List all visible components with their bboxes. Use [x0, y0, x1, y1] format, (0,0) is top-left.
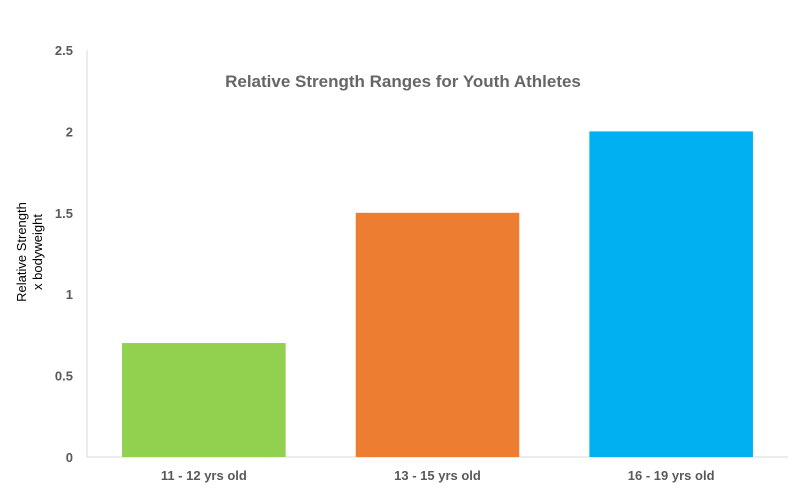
y-axis-label-line-2: x bodyweight — [30, 214, 45, 290]
bar — [355, 212, 520, 457]
y-axis-label-line-1: Relative Strength — [14, 202, 29, 302]
x-tick-labels: 11 - 12 yrs old 13 - 15 yrs old 16 - 19 yr… — [161, 468, 715, 483]
x-tick-label: 13 - 15 yrs old — [394, 468, 481, 483]
y-tick-label: 0.5 — [55, 369, 73, 384]
bar — [122, 343, 286, 457]
bars — [122, 131, 753, 457]
y-axis-label: Relative Strength x bodyweight — [14, 202, 45, 302]
x-tick-label: 16 - 19 yrs old — [628, 468, 715, 483]
y-tick-labels: 0 0.5 1 1.5 2 2.5 — [55, 43, 73, 465]
y-tick-label: 0 — [66, 450, 73, 465]
bar — [589, 131, 753, 457]
y-tick-label: 1 — [66, 287, 73, 302]
y-tick-label: 2 — [66, 124, 73, 139]
x-tick-label: 11 - 12 yrs old — [161, 468, 247, 483]
y-tick-label: 2.5 — [55, 43, 73, 58]
chart-title: Relative Strength Ranges for Youth Athle… — [225, 72, 581, 91]
y-tick-label: 1.5 — [55, 206, 73, 221]
